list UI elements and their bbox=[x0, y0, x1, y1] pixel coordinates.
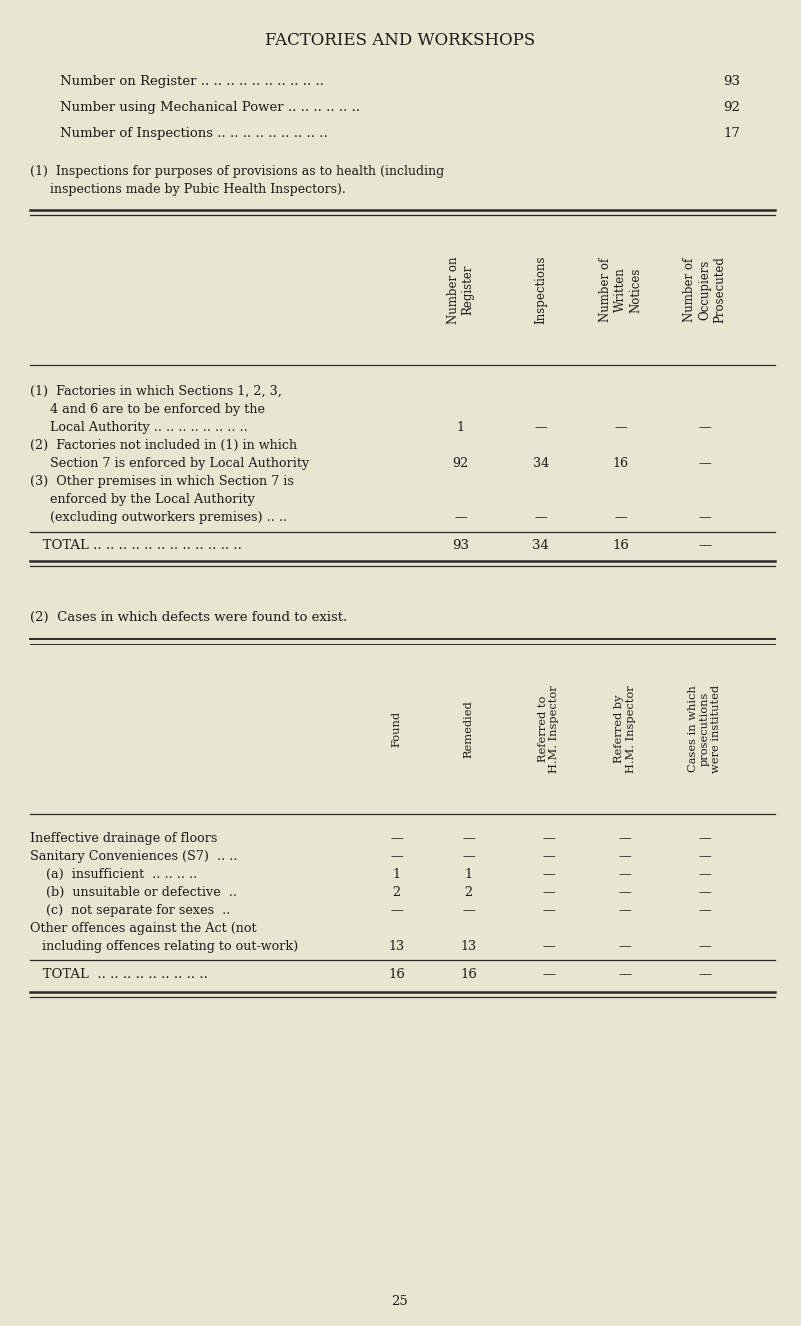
Text: Referred by
H.M. Inspector: Referred by H.M. Inspector bbox=[614, 686, 635, 773]
Text: (c)  not separate for sexes  ..: (c) not separate for sexes .. bbox=[30, 904, 231, 918]
Text: —: — bbox=[698, 420, 711, 434]
Text: —: — bbox=[542, 886, 555, 899]
Text: Ineffective drainage of floors: Ineffective drainage of floors bbox=[30, 831, 217, 845]
Text: inspections made by Pubic Health Inspectors).: inspections made by Pubic Health Inspect… bbox=[30, 183, 346, 196]
Text: —: — bbox=[698, 904, 711, 918]
Text: —: — bbox=[390, 904, 403, 918]
Text: —: — bbox=[462, 831, 475, 845]
Text: 4 and 6 are to be enforced by the: 4 and 6 are to be enforced by the bbox=[30, 403, 265, 416]
Text: —: — bbox=[618, 886, 631, 899]
Text: (1)  Inspections for purposes of provisions as to health (including: (1) Inspections for purposes of provisio… bbox=[30, 164, 445, 178]
Text: 16: 16 bbox=[613, 457, 629, 469]
Text: Number using Mechanical Power .. .. .. .. .. ..: Number using Mechanical Power .. .. .. .… bbox=[60, 101, 360, 114]
Text: Section 7 is enforced by Local Authority: Section 7 is enforced by Local Authority bbox=[30, 457, 309, 469]
Text: Number of Inspections .. .. .. .. .. .. .. .. ..: Number of Inspections .. .. .. .. .. .. … bbox=[60, 127, 328, 141]
Text: Number on Register .. .. .. .. .. .. .. .. .. ..: Number on Register .. .. .. .. .. .. .. … bbox=[60, 76, 324, 88]
Text: enforced by the Local Authority: enforced by the Local Authority bbox=[30, 493, 255, 507]
Text: 2: 2 bbox=[465, 886, 473, 899]
Text: Remedied: Remedied bbox=[464, 700, 473, 758]
Text: —: — bbox=[698, 538, 711, 552]
Text: 1: 1 bbox=[392, 869, 400, 880]
Text: (1)  Factories in which Sections 1, 2, 3,: (1) Factories in which Sections 1, 2, 3, bbox=[30, 385, 282, 398]
Text: 25: 25 bbox=[392, 1296, 409, 1307]
Text: —: — bbox=[698, 457, 711, 469]
Text: Inspections: Inspections bbox=[534, 256, 547, 325]
Text: Number of
Written
Notices: Number of Written Notices bbox=[599, 257, 642, 322]
Text: —: — bbox=[618, 940, 631, 953]
Text: Number of
Occupiers
Prosecuted: Number of Occupiers Prosecuted bbox=[683, 256, 727, 324]
Text: —: — bbox=[698, 869, 711, 880]
Text: —: — bbox=[614, 420, 627, 434]
Text: 93: 93 bbox=[723, 76, 740, 88]
Text: Sanitary Conveniences (S7)  .. ..: Sanitary Conveniences (S7) .. .. bbox=[30, 850, 238, 863]
Text: —: — bbox=[698, 940, 711, 953]
Text: —: — bbox=[534, 511, 547, 524]
Text: —: — bbox=[618, 904, 631, 918]
Text: —: — bbox=[698, 886, 711, 899]
Text: —: — bbox=[698, 850, 711, 863]
Text: Number on
Register: Number on Register bbox=[447, 256, 474, 324]
Text: 1: 1 bbox=[465, 869, 473, 880]
Text: —: — bbox=[534, 420, 547, 434]
Text: —: — bbox=[618, 968, 631, 981]
Text: 2: 2 bbox=[392, 886, 400, 899]
Text: TOTAL  .. .. .. .. .. .. .. .. ..: TOTAL .. .. .. .. .. .. .. .. .. bbox=[30, 968, 208, 981]
Text: —: — bbox=[698, 831, 711, 845]
Text: Local Authority .. .. .. .. .. .. .. ..: Local Authority .. .. .. .. .. .. .. .. bbox=[30, 420, 248, 434]
Text: (2)  Cases in which defects were found to exist.: (2) Cases in which defects were found to… bbox=[30, 611, 348, 625]
Text: —: — bbox=[390, 831, 403, 845]
Text: 13: 13 bbox=[461, 940, 477, 953]
Text: 1: 1 bbox=[457, 420, 465, 434]
Text: (b)  unsuitable or defective  ..: (b) unsuitable or defective .. bbox=[30, 886, 237, 899]
Text: (a)  insufficient  .. .. .. ..: (a) insufficient .. .. .. .. bbox=[30, 869, 197, 880]
Text: —: — bbox=[542, 831, 555, 845]
Text: —: — bbox=[618, 831, 631, 845]
Text: —: — bbox=[542, 850, 555, 863]
Text: —: — bbox=[618, 869, 631, 880]
Text: 92: 92 bbox=[453, 457, 469, 469]
Text: (3)  Other premises in which Section 7 is: (3) Other premises in which Section 7 is bbox=[30, 475, 294, 488]
Text: —: — bbox=[454, 511, 467, 524]
Text: —: — bbox=[390, 850, 403, 863]
Text: —: — bbox=[542, 968, 555, 981]
Text: —: — bbox=[542, 869, 555, 880]
Text: —: — bbox=[462, 904, 475, 918]
Text: including offences relating to out-work): including offences relating to out-work) bbox=[30, 940, 298, 953]
Text: FACTORIES AND WORKSHOPS: FACTORIES AND WORKSHOPS bbox=[265, 32, 535, 49]
Text: Found: Found bbox=[392, 711, 401, 747]
Text: 93: 93 bbox=[452, 538, 469, 552]
Text: —: — bbox=[462, 850, 475, 863]
Text: Other offences against the Act (not: Other offences against the Act (not bbox=[30, 922, 256, 935]
Text: TOTAL .. .. .. .. .. .. .. .. .. .. .. ..: TOTAL .. .. .. .. .. .. .. .. .. .. .. .… bbox=[30, 538, 242, 552]
Text: —: — bbox=[542, 904, 555, 918]
Text: —: — bbox=[698, 968, 711, 981]
Text: 16: 16 bbox=[612, 538, 630, 552]
Text: —: — bbox=[614, 511, 627, 524]
Text: 92: 92 bbox=[723, 101, 740, 114]
Text: 13: 13 bbox=[388, 940, 405, 953]
Text: Referred to
H.M. Inspector: Referred to H.M. Inspector bbox=[538, 686, 559, 773]
Text: 34: 34 bbox=[532, 538, 549, 552]
Text: 16: 16 bbox=[388, 968, 405, 981]
Text: —: — bbox=[542, 940, 555, 953]
Text: (2)  Factories not included in (1) in which: (2) Factories not included in (1) in whi… bbox=[30, 439, 297, 452]
Text: 16: 16 bbox=[460, 968, 477, 981]
Text: 34: 34 bbox=[533, 457, 549, 469]
Text: Cases in which
prosecutions
were instituted: Cases in which prosecutions were institu… bbox=[688, 686, 722, 773]
Text: —: — bbox=[618, 850, 631, 863]
Text: —: — bbox=[698, 511, 711, 524]
Text: 17: 17 bbox=[723, 127, 740, 141]
Text: (excluding outworkers premises) .. ..: (excluding outworkers premises) .. .. bbox=[30, 511, 287, 524]
